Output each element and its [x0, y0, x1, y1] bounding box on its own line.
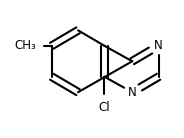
Text: CH₃: CH₃	[15, 39, 36, 52]
Text: N: N	[128, 86, 137, 99]
Text: Cl: Cl	[99, 101, 110, 114]
Text: N: N	[154, 39, 163, 52]
